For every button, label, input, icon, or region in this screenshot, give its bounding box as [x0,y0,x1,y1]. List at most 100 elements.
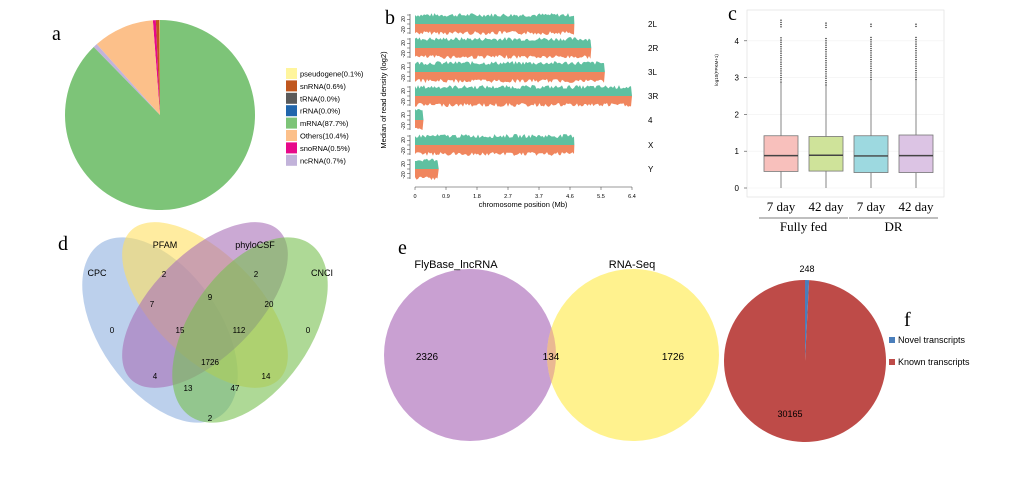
panel-e-venn: FlyBase_lncRNA RNA-Seq 2326 134 1726 [384,259,719,441]
set-label: FlyBase_lncRNA [414,259,498,271]
outlier-point [915,58,917,61]
box [763,135,799,172]
outlier-point [870,23,872,25]
legend-swatch [286,92,297,104]
density-lower-3L [415,72,605,83]
set-label: phyloCSF [235,240,275,250]
outlier-point [825,57,827,60]
outlier-point [825,66,827,68]
outlier-point [780,76,782,79]
outlier-point [825,48,827,51]
y-tick-label: -20 [401,74,407,81]
outlier-point [870,58,872,61]
y-tick-label: 1 [735,147,740,156]
region-count: 4 [153,372,158,381]
panel-letter-b: b [385,7,395,29]
region-count: 7 [150,300,155,309]
outlier-point [870,78,872,81]
x-tick-label: 0.9 [442,194,450,200]
outlier-point [870,43,872,45]
legend-label: snoRNA(0.5%) [300,144,351,153]
legend-label: tRNA(0.0%) [300,94,341,103]
outlier-point [915,61,917,63]
outlier-point [915,41,917,43]
pie-slice [159,20,160,115]
outlier-point [870,38,872,41]
density-lower-2L [415,24,575,35]
x-tick-label: 3.7 [535,194,543,200]
outlier-point [870,67,872,70]
venn-set-rnaseq [547,269,719,441]
legend-swatch [286,130,297,141]
x-tick-label: 1.8 [473,194,481,200]
x-category-label: 42 day [898,199,934,214]
region-count: 2 [254,270,259,279]
outlier-point [825,51,827,53]
outlier-point [780,48,782,50]
outlier-point [825,42,827,44]
density-upper-4 [415,109,424,120]
venn-set-CNCI [172,237,328,423]
y-tick-label: -20 [401,122,407,129]
outlier-point [825,59,827,62]
legend-swatch [286,68,297,79]
set-label: CPC [87,268,107,278]
y-tick-label: 20 [401,161,407,167]
outlier-point [915,45,917,48]
x-tick-label: 0 [413,194,416,200]
legend-label: ncRNA(0.7%) [300,156,346,165]
outlier-point [780,59,782,61]
chromosome-label: 3L [648,68,657,77]
outlier-point [825,46,827,49]
outlier-point [780,79,782,81]
panel-letter-f: f [904,309,911,331]
y-tick-label: -20 [401,26,407,33]
outlier-point [915,50,917,52]
pie-slice [724,280,887,442]
y-axis-label: Median of read density (log2) [379,51,388,149]
outlier-point [825,44,827,46]
region-count: 9 [208,293,213,302]
region-count: 1726 [201,358,219,367]
outlier-point [825,62,827,64]
legend-label: mRNA(87.7%) [300,119,349,128]
y-tick-label: 20 [401,16,407,22]
outlier-point [915,52,917,54]
outlier-point [780,52,782,55]
outlier-point [915,56,917,59]
legend-swatch [286,80,297,92]
outlier-point [825,73,827,75]
panel-letter-a: a [52,23,61,45]
box [853,135,889,173]
outlier-point [915,25,917,28]
legend-label: snRNA(0.6%) [300,82,346,91]
outlier-point [915,36,917,39]
outlier-point [825,37,827,40]
group-label: Fully fed [780,219,828,234]
slice-value-label: 30165 [777,409,802,419]
y-tick-label: 20 [401,64,407,70]
region-count: 2 [208,414,213,423]
outlier-point [780,23,782,26]
outlier-point [870,61,872,63]
outlier-point [825,84,827,86]
outlier-point [780,54,782,57]
panel-f-pie-chart: 248 30165 Novel transcripts Known transcrip… [724,264,970,442]
y-tick-label: 4 [735,37,740,46]
venn-set-flybase [384,269,556,441]
outlier-point [870,74,872,76]
y-tick-label: 3 [735,74,740,83]
legend-swatch [286,142,297,154]
outlier-point [870,63,872,65]
panel-letter-e: e [398,237,407,259]
outlier-point [870,56,872,59]
outlier-point [870,69,872,72]
legend-label: rRNA(0.0%) [300,107,341,116]
panel-c-box-plot: 0 1 2 3 4 log10(FPKM+1) 7 day 42 day 7 day 42 day… [714,9,945,234]
outlier-point [825,40,827,42]
y-tick-label: 20 [401,88,407,94]
density-lower-4 [415,120,424,131]
density-upper-X [415,134,575,145]
region-count: 14 [262,372,271,381]
region-count: 0 [110,326,115,335]
